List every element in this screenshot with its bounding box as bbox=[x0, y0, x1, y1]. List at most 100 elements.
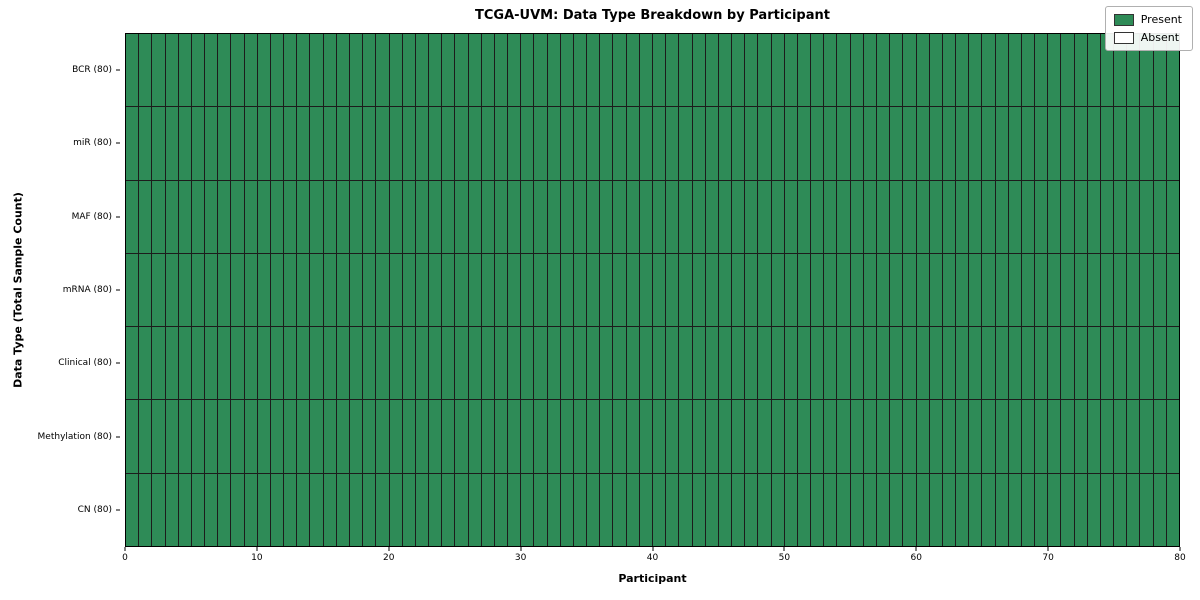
heatmap-cell bbox=[613, 400, 626, 473]
heatmap-cell bbox=[494, 34, 508, 107]
heatmap-cell bbox=[1008, 473, 1021, 546]
heatmap-cell bbox=[494, 400, 508, 473]
heatmap-cell bbox=[587, 180, 600, 253]
heatmap-cell bbox=[455, 473, 468, 546]
heatmap-cell bbox=[402, 253, 415, 327]
heatmap-cell bbox=[1127, 180, 1140, 253]
heatmap-cell bbox=[402, 107, 415, 180]
heatmap-cell bbox=[837, 107, 850, 180]
heatmap-cell bbox=[310, 180, 323, 253]
heatmap-cell bbox=[297, 400, 310, 473]
heatmap-cell bbox=[1021, 107, 1035, 180]
heatmap-cell bbox=[336, 180, 349, 253]
heatmap-cell bbox=[1153, 253, 1166, 327]
heatmap-cell bbox=[508, 473, 521, 546]
heatmap-cell bbox=[916, 34, 929, 107]
heatmap-cell bbox=[942, 180, 956, 253]
heatmap-cell bbox=[468, 400, 481, 473]
heatmap-cell bbox=[797, 34, 811, 107]
heatmap-cell bbox=[231, 180, 244, 253]
heatmap-cell bbox=[1114, 473, 1127, 546]
heatmap-cell bbox=[508, 253, 521, 327]
y-tick-mark bbox=[116, 69, 120, 71]
heatmap-cell bbox=[244, 253, 257, 327]
heatmap-cell bbox=[916, 253, 929, 327]
heatmap-cell bbox=[705, 327, 718, 400]
heatmap-cell bbox=[402, 34, 415, 107]
heatmap-cell bbox=[797, 180, 811, 253]
heatmap-cell bbox=[389, 107, 402, 180]
heatmap-cell bbox=[758, 473, 771, 546]
heatmap-cell bbox=[613, 107, 626, 180]
heatmap-cell bbox=[363, 180, 376, 253]
heatmap-cell bbox=[363, 253, 376, 327]
heatmap-cell bbox=[995, 34, 1008, 107]
heatmap-cell bbox=[521, 34, 534, 107]
heatmap-cell bbox=[442, 180, 455, 253]
heatmap-cell bbox=[942, 327, 956, 400]
heatmap-cell bbox=[270, 180, 284, 253]
heatmap-cell bbox=[876, 400, 890, 473]
heatmap-cell bbox=[758, 327, 771, 400]
heatmap-cell bbox=[1035, 253, 1048, 327]
absent-swatch bbox=[1113, 31, 1134, 44]
heatmap-cell bbox=[1021, 34, 1035, 107]
heatmap-cell bbox=[666, 473, 679, 546]
heatmap-cell bbox=[205, 473, 218, 546]
heatmap-cell bbox=[468, 473, 481, 546]
heatmap-cell bbox=[415, 253, 429, 327]
heatmap-cell bbox=[560, 327, 573, 400]
heatmap-cell bbox=[639, 180, 652, 253]
heatmap-cell bbox=[850, 253, 863, 327]
x-tick-label: 60 bbox=[910, 553, 922, 563]
heatmap-cell bbox=[1021, 473, 1035, 546]
heatmap-cell bbox=[547, 180, 560, 253]
heatmap-cell bbox=[732, 327, 745, 400]
heatmap-cell bbox=[191, 34, 205, 107]
heatmap-cell bbox=[692, 34, 705, 107]
heatmap-cell bbox=[1153, 180, 1166, 253]
heatmap-cell bbox=[587, 107, 600, 180]
heatmap-cell bbox=[1074, 107, 1087, 180]
heatmap-cell bbox=[600, 327, 613, 400]
heatmap-cell bbox=[508, 400, 521, 473]
heatmap-cell bbox=[863, 253, 876, 327]
heatmap-cell bbox=[402, 400, 415, 473]
heatmap-cell bbox=[442, 34, 455, 107]
heatmap-cell bbox=[1087, 34, 1100, 107]
heatmap-cell bbox=[521, 253, 534, 327]
heatmap-cell bbox=[126, 180, 139, 253]
heatmap-cell bbox=[705, 34, 718, 107]
heatmap-cell bbox=[600, 34, 613, 107]
y-tick-label: miR (80) bbox=[73, 138, 112, 149]
heatmap-cell bbox=[494, 253, 508, 327]
heatmap-cell bbox=[349, 400, 363, 473]
heatmap-cell bbox=[639, 34, 652, 107]
heatmap-cell bbox=[1140, 107, 1153, 180]
heatmap-cell bbox=[824, 180, 837, 253]
heatmap-cell bbox=[165, 180, 178, 253]
heatmap-cell bbox=[363, 400, 376, 473]
heatmap-cell bbox=[626, 400, 639, 473]
heatmap-cell bbox=[284, 327, 297, 400]
heatmap-cell bbox=[784, 34, 797, 107]
heatmap-cell bbox=[257, 107, 270, 180]
heatmap-cell bbox=[732, 107, 745, 180]
heatmap-cell bbox=[824, 327, 837, 400]
heatmap-cell bbox=[152, 400, 165, 473]
heatmap-cell bbox=[705, 107, 718, 180]
heatmap-cell bbox=[429, 34, 442, 107]
heatmap-cell bbox=[1008, 327, 1021, 400]
x-tick-label: 50 bbox=[778, 553, 791, 563]
heatmap-cell bbox=[455, 400, 468, 473]
heatmap-cell bbox=[1008, 253, 1021, 327]
heatmap-cell bbox=[336, 107, 349, 180]
heatmap-cell bbox=[1127, 327, 1140, 400]
heatmap-cell bbox=[231, 34, 244, 107]
heatmap-cell bbox=[942, 107, 956, 180]
heatmap-cell bbox=[1127, 34, 1140, 107]
heatmap-cell bbox=[218, 180, 231, 253]
heatmap-cell bbox=[126, 327, 139, 400]
heatmap-cell bbox=[929, 327, 942, 400]
x-tick-label: 40 bbox=[646, 553, 659, 563]
